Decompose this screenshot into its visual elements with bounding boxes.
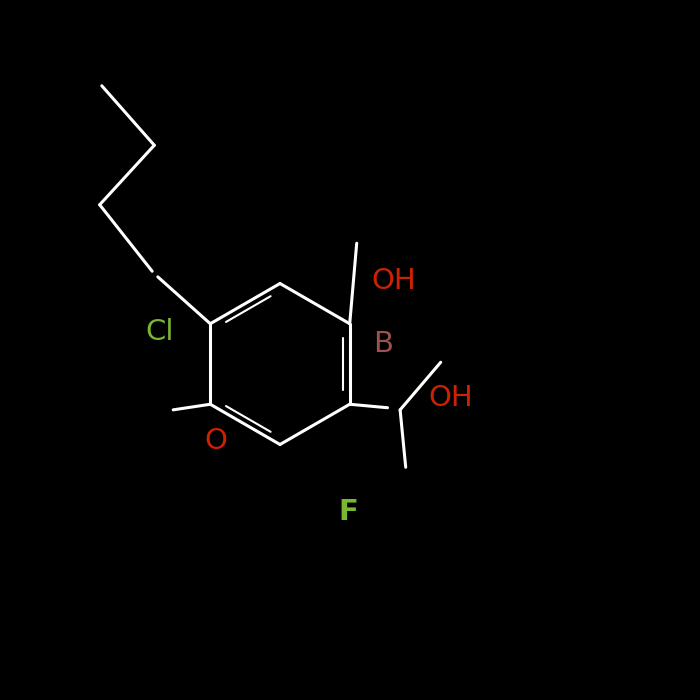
Text: Cl: Cl bbox=[146, 318, 174, 346]
Text: OH: OH bbox=[428, 384, 473, 412]
Text: B: B bbox=[374, 330, 393, 358]
Text: OH: OH bbox=[371, 267, 416, 295]
Text: F: F bbox=[339, 498, 358, 526]
Text: O: O bbox=[204, 427, 227, 455]
